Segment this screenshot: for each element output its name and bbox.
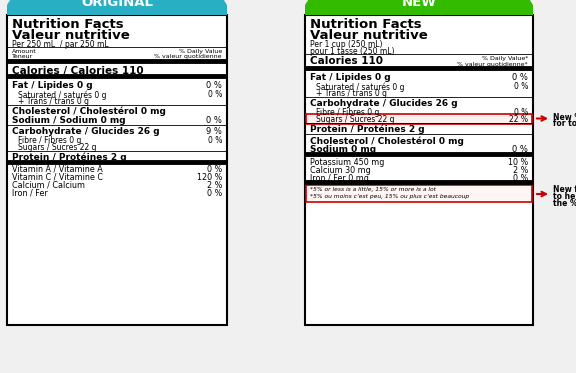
Text: Iron / Fer: Iron / Fer xyxy=(12,189,48,198)
Text: Calcium / Calcium: Calcium / Calcium xyxy=(12,181,85,190)
Text: Sugars / Sucres 22 g: Sugars / Sucres 22 g xyxy=(18,143,97,152)
Text: Carbohydrate / Glucides 26 g: Carbohydrate / Glucides 26 g xyxy=(12,127,160,136)
Bar xyxy=(7,15,227,325)
Text: 0 %: 0 % xyxy=(513,174,528,183)
Text: ORIGINAL: ORIGINAL xyxy=(81,0,153,9)
Text: to help interpret: to help interpret xyxy=(553,192,576,201)
Text: 2 %: 2 % xyxy=(513,166,528,175)
Text: Cholesterol / Cholestérol 0 mg: Cholesterol / Cholestérol 0 mg xyxy=(12,107,166,116)
Text: NEW: NEW xyxy=(401,0,437,9)
Text: Amount: Amount xyxy=(12,49,37,54)
Text: Saturated / saturés 0 g: Saturated / saturés 0 g xyxy=(316,82,404,91)
Text: the % Daily Value: the % Daily Value xyxy=(553,199,576,208)
Text: % Daily Value*: % Daily Value* xyxy=(482,56,528,61)
Text: Protein / Protéines 2 g: Protein / Protéines 2 g xyxy=(12,153,127,163)
Text: New footnote: New footnote xyxy=(553,185,576,194)
Text: Fat / Lipides 0 g: Fat / Lipides 0 g xyxy=(310,73,391,82)
Text: Calcium 30 mg: Calcium 30 mg xyxy=(310,166,371,175)
Text: Vitamin C / Vitamine C: Vitamin C / Vitamine C xyxy=(12,173,103,182)
Text: Iron / Fer 0 mg: Iron / Fer 0 mg xyxy=(310,174,369,183)
Text: 10 %: 10 % xyxy=(508,158,528,167)
Text: Sodium / Sodium 0 mg: Sodium / Sodium 0 mg xyxy=(12,116,126,125)
Text: Saturated / saturés 0 g: Saturated / saturés 0 g xyxy=(18,90,107,100)
Text: *5% ou moins c’est peu, 15% ou plus c’est beaucoup: *5% ou moins c’est peu, 15% ou plus c’es… xyxy=(310,194,469,199)
Text: % valeur quotidienne: % valeur quotidienne xyxy=(154,54,222,59)
Text: Nutrition Facts: Nutrition Facts xyxy=(310,18,422,31)
Text: Calories / Calories 110: Calories / Calories 110 xyxy=(12,66,143,76)
Text: 0 %: 0 % xyxy=(514,108,528,117)
Text: Fibre / Fibres 0 g: Fibre / Fibres 0 g xyxy=(316,108,380,117)
Text: 0 %: 0 % xyxy=(207,90,222,99)
Text: Valeur nutritive: Valeur nutritive xyxy=(12,29,130,42)
Bar xyxy=(306,114,532,124)
Text: *5% or less is a little, 15% or more is a lot: *5% or less is a little, 15% or more is … xyxy=(310,187,436,192)
Polygon shape xyxy=(7,0,227,15)
Text: Calories 110: Calories 110 xyxy=(310,56,383,66)
Text: 2 %: 2 % xyxy=(207,181,222,190)
Text: Protein / Protéines 2 g: Protein / Protéines 2 g xyxy=(310,125,425,135)
Text: 22 %: 22 % xyxy=(509,115,528,124)
Text: Valeur nutritive: Valeur nutritive xyxy=(310,29,428,42)
Text: 0 %: 0 % xyxy=(206,116,222,125)
Text: Nutrition Facts: Nutrition Facts xyxy=(12,18,124,31)
Text: + Trans / trans 0 g: + Trans / trans 0 g xyxy=(316,89,387,98)
Text: 0 %: 0 % xyxy=(512,73,528,82)
Text: Sugars / Sucres 22 g: Sugars / Sucres 22 g xyxy=(316,115,395,124)
Polygon shape xyxy=(305,0,533,15)
Text: % valeur quotidienne*: % valeur quotidienne* xyxy=(457,62,528,67)
Text: Potassium 450 mg: Potassium 450 mg xyxy=(310,158,384,167)
Text: + Trans / trans 0 g: + Trans / trans 0 g xyxy=(18,97,89,106)
Text: 9 %: 9 % xyxy=(206,127,222,136)
Text: for total sugars: for total sugars xyxy=(553,119,576,129)
Bar xyxy=(306,185,532,202)
Text: Per 1 cup (250 mL): Per 1 cup (250 mL) xyxy=(310,40,382,49)
Text: Per 250 mL  / par 250 mL: Per 250 mL / par 250 mL xyxy=(12,40,109,49)
Text: % Daily Value: % Daily Value xyxy=(179,49,222,54)
Text: 0 %: 0 % xyxy=(514,82,528,91)
Text: Sodium 0 mg: Sodium 0 mg xyxy=(310,145,376,154)
Text: Fibre / Fibres 0 g: Fibre / Fibres 0 g xyxy=(18,136,81,145)
Text: 0 %: 0 % xyxy=(512,145,528,154)
Text: Teneur: Teneur xyxy=(12,54,33,59)
Text: Fat / Lipides 0 g: Fat / Lipides 0 g xyxy=(12,81,93,90)
Text: 0 %: 0 % xyxy=(207,165,222,174)
Text: 0 %: 0 % xyxy=(206,81,222,90)
Text: 0 %: 0 % xyxy=(207,189,222,198)
Text: New % Daily Value: New % Daily Value xyxy=(553,113,576,122)
Text: Vitamin A / Vitamine A: Vitamin A / Vitamine A xyxy=(12,165,103,174)
Text: Cholesterol / Cholestérol 0 mg: Cholesterol / Cholestérol 0 mg xyxy=(310,136,464,145)
Bar xyxy=(305,15,533,325)
Text: pour 1 tasse (250 mL): pour 1 tasse (250 mL) xyxy=(310,47,395,56)
Text: Carbohydrate / Glucides 26 g: Carbohydrate / Glucides 26 g xyxy=(310,99,457,108)
Text: 120 %: 120 % xyxy=(196,173,222,182)
Text: 0 %: 0 % xyxy=(207,136,222,145)
